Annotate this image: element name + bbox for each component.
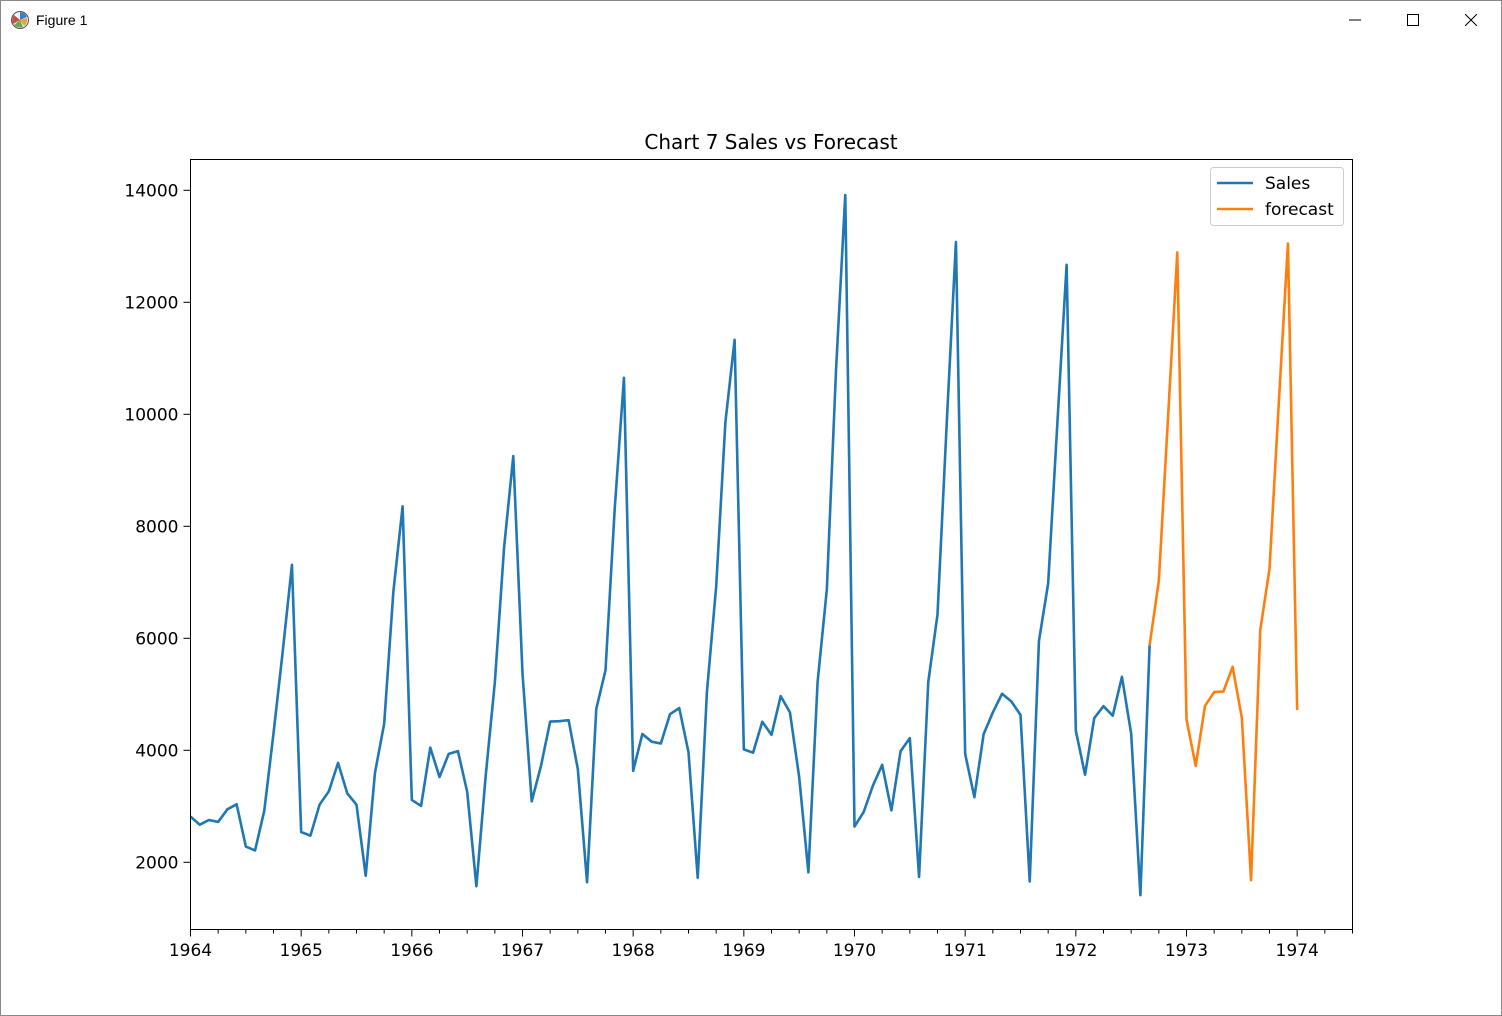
legend-label-forecast: forecast <box>1265 200 1334 220</box>
x-tick-label: 1968 <box>612 941 655 961</box>
y-tick-label: 8000 <box>135 517 178 537</box>
maximize-button[interactable] <box>1384 1 1442 39</box>
x-tick-label: 1965 <box>280 941 323 961</box>
y-tick-label: 14000 <box>124 181 178 201</box>
close-button[interactable] <box>1442 1 1500 39</box>
close-icon <box>1464 11 1478 30</box>
series-line-sales <box>189 193 1151 897</box>
x-tick-label: 1972 <box>1054 941 1097 961</box>
legend-label-sales: Sales <box>1265 174 1310 194</box>
chart-title: Chart 7 Sales vs Forecast <box>644 130 897 154</box>
x-tick-label: 1967 <box>501 941 544 961</box>
minimize-button[interactable] <box>1326 1 1384 39</box>
title-bar[interactable]: Figure 1 <box>1 1 1501 39</box>
x-tick-label: 1964 <box>169 941 212 961</box>
y-axis: 2000 4000 6000 8000 10000 12000 14000 <box>124 181 191 873</box>
window-title: Figure 1 <box>36 12 88 28</box>
maximize-icon <box>1407 11 1419 30</box>
series-line-forecast <box>1148 242 1299 882</box>
y-tick-label: 2000 <box>135 853 178 873</box>
x-tick-label: 1973 <box>1165 941 1208 961</box>
x-axis: 1964 1965 1966 1967 1968 1969 1970 1971 1972 1973… <box>169 929 1353 961</box>
x-tick-label: 1971 <box>944 941 987 961</box>
series-layer <box>189 193 1299 897</box>
x-tick-label: 1970 <box>833 941 876 961</box>
legend: Sales forecast <box>1210 167 1344 226</box>
x-tick-label: 1966 <box>390 941 433 961</box>
y-tick-label: 10000 <box>124 405 178 425</box>
y-tick-label: 6000 <box>135 629 178 649</box>
x-tick-label: 1974 <box>1276 941 1319 961</box>
y-tick-label: 4000 <box>135 741 178 761</box>
x-tick-label: 1969 <box>722 941 765 961</box>
matplotlib-figure-icon <box>10 10 30 30</box>
minimize-icon <box>1349 11 1361 30</box>
y-tick-label: 12000 <box>124 293 178 313</box>
